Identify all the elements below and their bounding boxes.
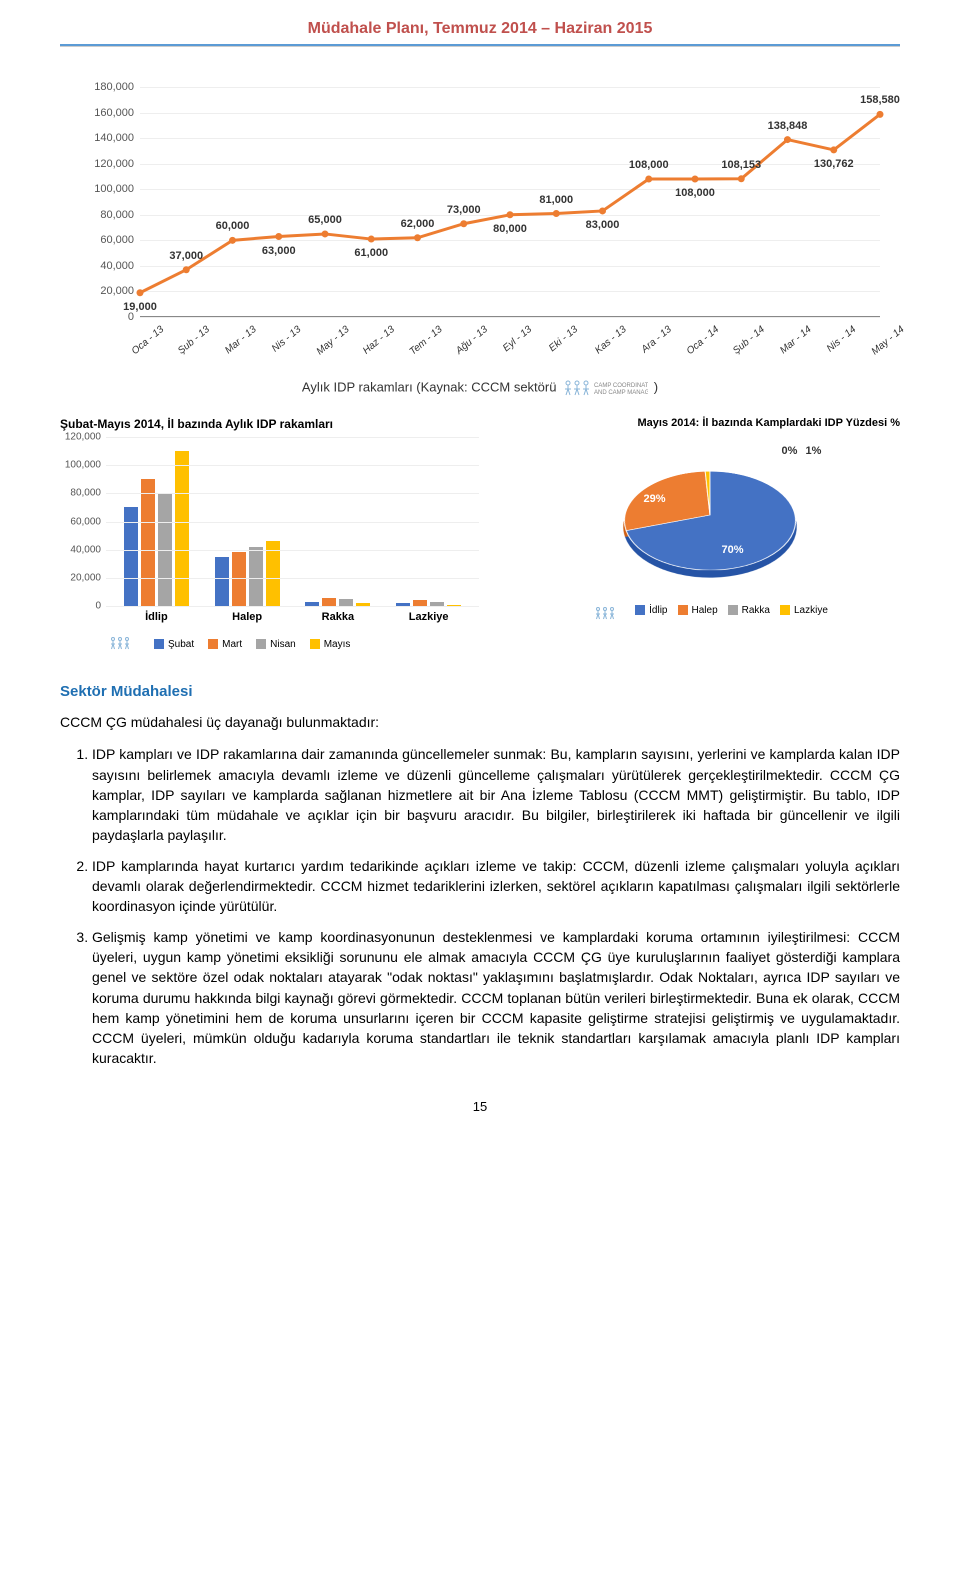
y-axis-label: 0 bbox=[128, 311, 140, 323]
chart-caption: Aylık IDP rakamları (Kaynak: CCCM sektör… bbox=[60, 377, 900, 399]
y-axis-label: 0 bbox=[95, 601, 106, 612]
legend-item: İdlip bbox=[635, 605, 667, 623]
page-header: Müdahale Planı, Temmuz 2014 – Haziran 20… bbox=[60, 20, 900, 38]
data-point-label: 63,000 bbox=[262, 245, 296, 257]
x-axis-label: Oca - 13 bbox=[130, 324, 166, 357]
x-axis-label: May - 13 bbox=[315, 324, 352, 357]
x-axis-label: Şub - 14 bbox=[731, 324, 767, 357]
legend-item: Şubat bbox=[154, 639, 194, 650]
bar-chart: Şubat-Mayıs 2014, İl bazında Aylık IDP r… bbox=[60, 417, 479, 653]
y-axis-label: 160,000 bbox=[94, 107, 140, 119]
legend-item: Nisan bbox=[256, 639, 296, 650]
cccm-logo-icon bbox=[593, 605, 623, 623]
x-axis-label: Kas - 13 bbox=[593, 324, 629, 356]
data-point-label: 81,000 bbox=[539, 194, 573, 206]
x-axis-label: Mar - 13 bbox=[223, 324, 259, 356]
x-axis-label: Şub - 13 bbox=[176, 324, 212, 357]
section-title: Sektör Müdahalesi bbox=[60, 683, 900, 700]
caption-before: Aylık IDP rakamları (Kaynak: CCCM sektör… bbox=[302, 379, 557, 394]
x-axis-label: Mar - 14 bbox=[778, 324, 814, 356]
data-point-label: 138,848 bbox=[768, 120, 808, 132]
y-axis-label: 60,000 bbox=[100, 234, 140, 246]
data-point-label: 108,000 bbox=[675, 187, 715, 199]
y-axis-label: 100,000 bbox=[65, 460, 106, 471]
x-axis-label: May - 14 bbox=[870, 324, 907, 357]
data-point-label: 60,000 bbox=[216, 220, 250, 232]
legend-item: Mart bbox=[208, 639, 242, 650]
y-axis-label: 40,000 bbox=[100, 260, 140, 272]
pie-chart-legend: İdlip Halep Rakka Lazkiye bbox=[519, 605, 900, 623]
y-axis-label: 80,000 bbox=[70, 488, 106, 499]
y-axis-label: 20,000 bbox=[100, 285, 140, 297]
list-item: Gelişmiş kamp yönetimi ve kamp koordinas… bbox=[92, 927, 900, 1069]
data-point-label: 130,762 bbox=[814, 158, 854, 170]
pie-slice-label: 29% bbox=[644, 493, 666, 505]
data-point-label: 108,000 bbox=[629, 159, 669, 171]
section-list: IDP kampları ve IDP rakamlarına dair zam… bbox=[60, 744, 900, 1068]
x-axis-label: Ağu - 13 bbox=[454, 324, 490, 357]
x-axis-label: Ara - 13 bbox=[639, 324, 673, 355]
caption-after: ) bbox=[654, 379, 658, 394]
data-point-label: 80,000 bbox=[493, 223, 527, 235]
bar-category-label: İdlip bbox=[145, 611, 168, 623]
pie-slice-label: 1% bbox=[806, 445, 822, 457]
bar bbox=[249, 547, 263, 606]
y-axis-label: 120,000 bbox=[94, 158, 140, 170]
data-point-label: 108,153 bbox=[721, 159, 761, 171]
x-axis-label: Eki - 13 bbox=[547, 324, 580, 354]
x-axis-label: Haz - 13 bbox=[361, 324, 397, 357]
data-point-label: 61,000 bbox=[354, 247, 388, 259]
bar bbox=[339, 599, 353, 606]
y-axis-label: 100,000 bbox=[94, 183, 140, 195]
y-axis-label: 20,000 bbox=[70, 572, 106, 583]
pie-slice-label: 70% bbox=[722, 544, 744, 556]
bar bbox=[141, 479, 155, 606]
bar-category-label: Lazkiye bbox=[409, 611, 449, 623]
pie-slice-label: 0% bbox=[782, 445, 798, 457]
x-axis-label: Tem - 13 bbox=[407, 324, 444, 358]
legend-item: Halep bbox=[678, 605, 718, 623]
data-point-label: 37,000 bbox=[169, 250, 203, 262]
x-axis-label: Oca - 14 bbox=[685, 324, 721, 357]
data-point-label: 158,580 bbox=[860, 94, 900, 106]
bar bbox=[232, 552, 246, 606]
x-axis-label: Nis - 14 bbox=[825, 324, 858, 355]
cccm-logo-icon bbox=[108, 635, 138, 653]
data-point-label: 83,000 bbox=[586, 219, 620, 231]
x-axis-label: Eyl - 13 bbox=[501, 324, 534, 354]
bar bbox=[322, 598, 336, 606]
y-axis-label: 120,000 bbox=[65, 432, 106, 443]
legend-item: Rakka bbox=[728, 605, 770, 623]
y-axis-label: 80,000 bbox=[100, 209, 140, 221]
line-chart: 0 20,000 40,000 60,000 80,000 100,000 120,000 1… bbox=[70, 77, 890, 367]
bar-chart-title: Şubat-Mayıs 2014, İl bazında Aylık IDP r… bbox=[60, 417, 479, 431]
pie-chart-title: Mayıs 2014: İl bazında Kamplardaki IDP Y… bbox=[519, 417, 900, 429]
page-number: 15 bbox=[60, 1099, 900, 1114]
y-axis-label: 40,000 bbox=[70, 544, 106, 555]
svg-text:CAMP COORDINATION: CAMP COORDINATION bbox=[594, 383, 648, 389]
y-axis-label: 60,000 bbox=[70, 516, 106, 527]
bar-category-label: Rakka bbox=[322, 611, 354, 623]
svg-text:AND CAMP MANAGEMENT: AND CAMP MANAGEMENT bbox=[594, 390, 648, 396]
bar bbox=[175, 451, 189, 606]
data-point-label: 73,000 bbox=[447, 204, 481, 216]
bar bbox=[215, 557, 229, 606]
bar bbox=[266, 541, 280, 606]
data-point-label: 19,000 bbox=[123, 301, 157, 313]
list-item: IDP kamplarında hayat kurtarıcı yardım t… bbox=[92, 856, 900, 917]
data-point-label: 65,000 bbox=[308, 214, 342, 226]
y-axis-label: 180,000 bbox=[94, 81, 140, 93]
list-item: IDP kampları ve IDP rakamlarına dair zam… bbox=[92, 744, 900, 845]
bar-chart-legend: Şubat Mart Nisan Mayıs bbox=[106, 635, 479, 653]
y-axis-label: 140,000 bbox=[94, 132, 140, 144]
legend-item: Mayıs bbox=[310, 639, 351, 650]
cccm-logo-icon: CAMP COORDINATION AND CAMP MANAGEMENT bbox=[562, 377, 648, 399]
section-intro: CCCM ÇG müdahalesi üç dayanağı bulunmakt… bbox=[60, 712, 900, 732]
header-rule bbox=[60, 44, 900, 47]
legend-item: Lazkiye bbox=[780, 605, 828, 623]
x-axis-label: Nis - 13 bbox=[270, 324, 303, 355]
pie-chart: Mayıs 2014: İl bazında Kamplardaki IDP Y… bbox=[519, 417, 900, 623]
bar-category-label: Halep bbox=[232, 611, 262, 623]
data-point-label: 62,000 bbox=[401, 218, 435, 230]
